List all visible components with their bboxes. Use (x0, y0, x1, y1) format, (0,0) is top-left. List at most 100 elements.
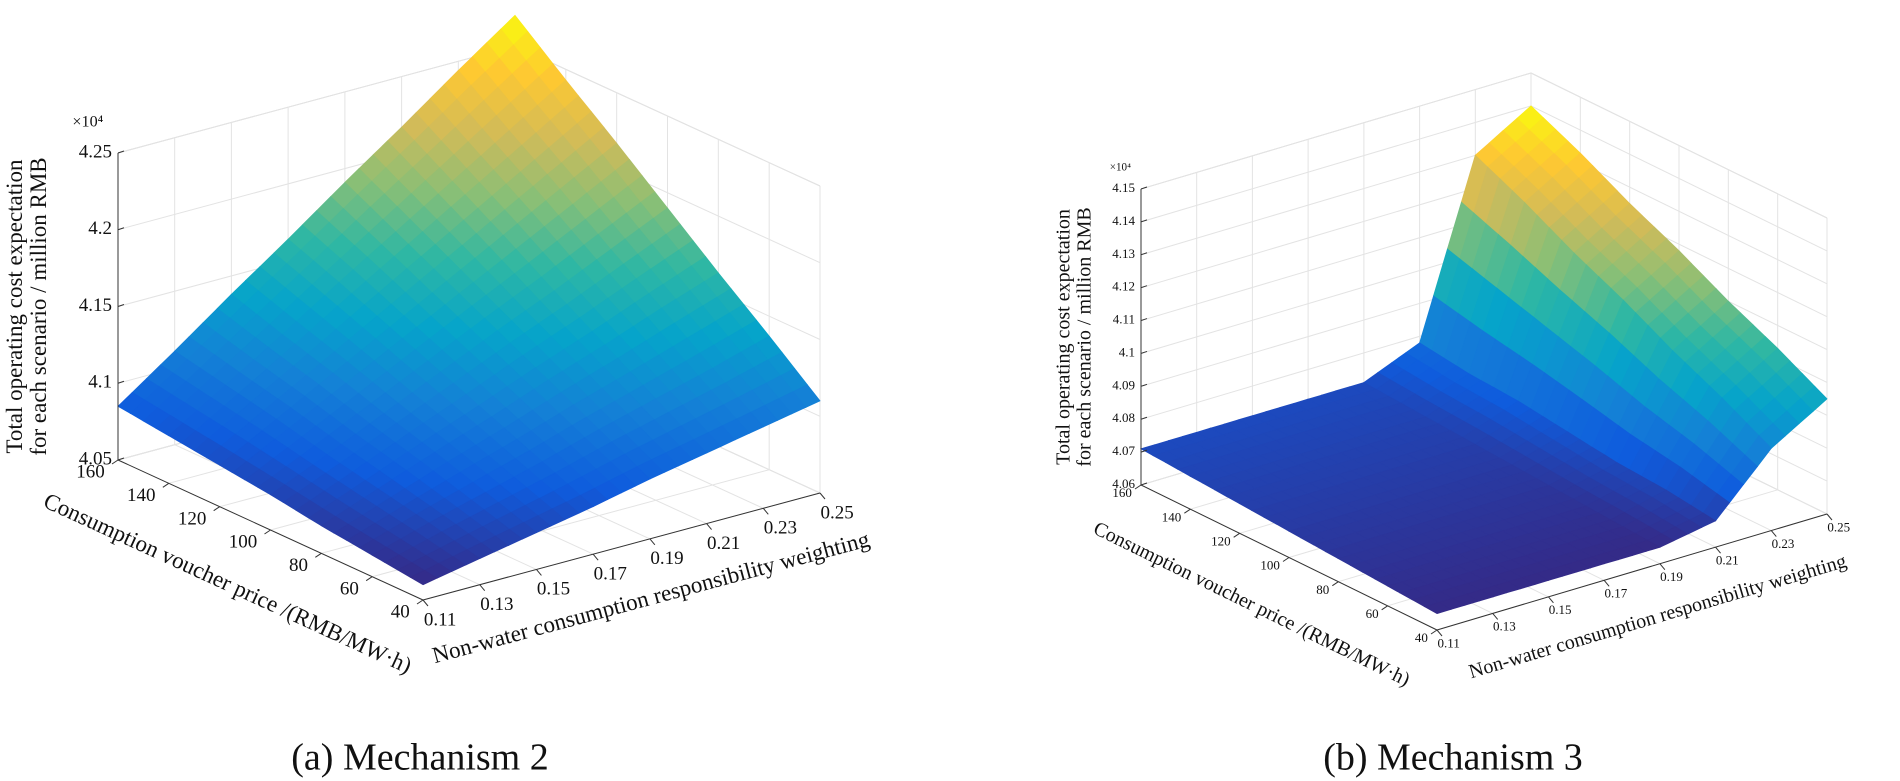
z-tick (1140, 449, 1148, 453)
z-tick-label: 4.25 (79, 141, 112, 162)
x-tick (1436, 629, 1443, 637)
z-tick (1140, 383, 1148, 387)
x-tick-label: 0.13 (1493, 619, 1516, 634)
y-tick-label: 80 (1316, 582, 1329, 597)
z-tick (117, 150, 125, 154)
z-tick-label: 4.06 (1112, 476, 1135, 491)
y-tick (1233, 532, 1240, 538)
z-tick (117, 304, 125, 307)
x-tick (536, 569, 542, 576)
z-tick (1140, 416, 1148, 420)
y-tick (1381, 605, 1388, 611)
z-tick-label: 4.08 (1112, 410, 1135, 425)
y-tick (315, 552, 322, 558)
z-tick-label: 4.2 (88, 218, 112, 239)
z-tick (1140, 252, 1148, 256)
z-tick-label: 4.15 (79, 295, 112, 316)
y-tick-label: 60 (1366, 606, 1379, 621)
x-tick (819, 492, 826, 500)
x-tick-label: 0.11 (1438, 635, 1460, 650)
z-tick-label: 4.15 (1112, 180, 1135, 195)
z-tick-label: 4.1 (88, 372, 112, 393)
z-axis-label: for each scenario / million RMB (26, 157, 51, 455)
z-tick-label: 4.05 (79, 448, 112, 469)
z-axis-label: Total operating cost expectation (1052, 209, 1074, 465)
y-tick (111, 459, 119, 465)
z-tick (117, 380, 125, 384)
surface-chart: 0.11 0.13 0.15 0.17 0.19 0.21 0.23 0.25 40 60 80 10… (1052, 72, 1850, 779)
y-tick-label: 160 (1112, 485, 1132, 500)
x-tick-label: 0.23 (764, 518, 797, 539)
x-tick-label: 0.17 (594, 563, 627, 584)
grid-line (1140, 72, 1828, 219)
z-tick-label: 4.13 (1112, 246, 1135, 261)
axis-line (1436, 513, 1828, 631)
z-tick-label: 4.07 (1112, 443, 1135, 458)
x-tick-label: 0.25 (1827, 519, 1850, 534)
x-tick-label: 0.21 (707, 533, 740, 554)
surface-chart: 0.11 0.13 0.15 0.17 0.19 0.21 0.23 0.25 40 60 80 10… (2, 14, 873, 779)
x-tick (1659, 563, 1666, 571)
x-tick (1492, 613, 1499, 620)
x-tick (1715, 546, 1721, 554)
z-tick-label: 4.12 (1112, 279, 1135, 294)
x-tick (479, 584, 486, 592)
y-tick (416, 599, 424, 605)
x-tick (1548, 596, 1554, 604)
x-tick-label: 0.15 (1549, 602, 1572, 617)
y-tick-label: 140 (127, 485, 156, 506)
z-tick (1140, 186, 1148, 190)
y-tick-label: 140 (1162, 509, 1182, 524)
y-tick-label: 100 (1260, 558, 1280, 573)
z-axis-label: for each scenario / million RMB (1073, 207, 1095, 466)
y-tick-label: 60 (340, 578, 359, 599)
y-tick (213, 506, 220, 512)
x-tick-label: 0.25 (820, 502, 853, 523)
caption: (a) Mechanism 2 (291, 737, 548, 779)
x-tick-label: 0.11 (424, 609, 457, 630)
x-tick (762, 507, 769, 515)
y-tick (1332, 581, 1339, 587)
z-exponent: ×10⁴ (1110, 162, 1131, 174)
z-tick-label: 4.09 (1112, 377, 1135, 392)
z-tick-label: 4.14 (1112, 213, 1135, 228)
z-tick-label: 4.1 (1119, 344, 1135, 359)
z-tick (1140, 350, 1148, 354)
y-tick-label: 120 (178, 508, 207, 529)
x-tick-label: 0.17 (1604, 586, 1627, 601)
y-tick (1282, 557, 1290, 562)
y-tick-label: 120 (1211, 533, 1231, 548)
x-tick (1603, 579, 1610, 587)
y-tick-label: 80 (289, 555, 308, 576)
surface-patch (409, 569, 439, 586)
axis-line (422, 492, 821, 601)
x-tick-label: 0.13 (480, 594, 513, 615)
x-tick (649, 538, 656, 546)
y-tick (365, 576, 373, 582)
x-tick (1826, 513, 1833, 521)
caption: (b) Mechanism 3 (1323, 737, 1583, 779)
z-exponent: ×10⁴ (72, 113, 103, 130)
y-tick (1184, 508, 1191, 514)
y-tick-label: 100 (229, 532, 258, 553)
y-tick (162, 482, 170, 488)
y-tick-label: 160 (76, 462, 105, 483)
x-tick (422, 599, 429, 607)
z-tick (1140, 318, 1148, 322)
x-tick-label: 0.19 (1660, 569, 1683, 584)
z-tick (117, 457, 125, 461)
y-tick-label: 40 (391, 602, 410, 623)
z-tick (1140, 219, 1148, 223)
x-tick (1770, 530, 1777, 537)
y-tick (1430, 629, 1438, 635)
z-axis-label: Total operating cost expectation (2, 159, 27, 454)
x-tick-label: 0.21 (1716, 552, 1739, 567)
y-tick (264, 529, 271, 535)
z-tick (1140, 482, 1148, 486)
y-tick-label: 40 (1415, 630, 1428, 645)
z-tick (117, 227, 125, 231)
x-tick-label: 0.15 (537, 579, 570, 600)
x-tick (592, 553, 599, 561)
z-tick (1140, 285, 1148, 289)
